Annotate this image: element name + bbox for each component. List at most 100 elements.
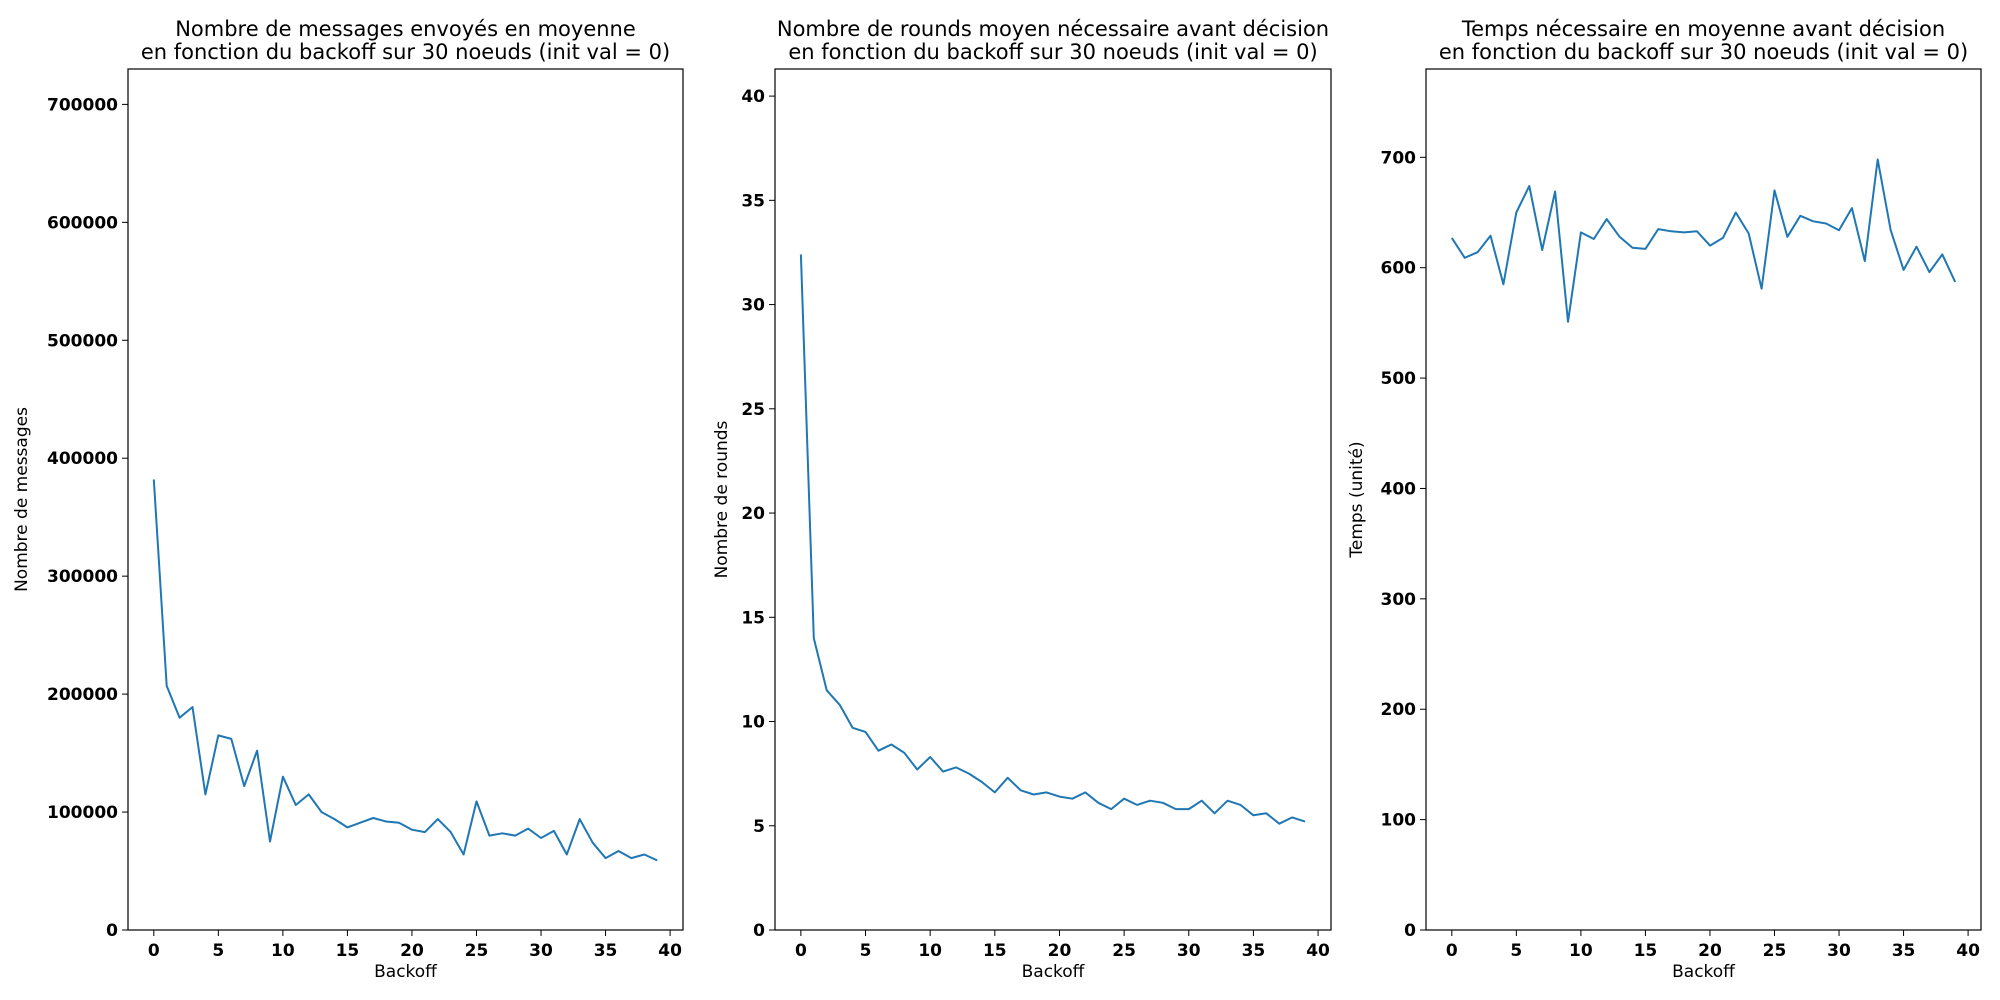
y-tick-label: 600000 (47, 213, 118, 233)
data-point (1593, 238, 1595, 240)
data-point (826, 689, 828, 691)
data-point (1046, 791, 1048, 793)
data-point (656, 859, 658, 861)
y-tick-label: 20 (741, 504, 765, 524)
data-point (605, 857, 607, 859)
y-tick-label: 100 (1381, 811, 1417, 831)
chart-panel-3: Temps nécessaire en moyenne avant décisi… (1347, 17, 1982, 982)
data-point (1799, 215, 1801, 217)
series-line (152, 479, 658, 862)
data-point (592, 842, 594, 844)
data-point (308, 793, 310, 795)
data-point (1580, 231, 1582, 233)
y-tick-label: 30 (741, 296, 765, 316)
y-tick-label: 0 (1404, 921, 1416, 941)
y-tick-label: 25 (741, 400, 765, 420)
data-point (1928, 271, 1930, 273)
chart-title-line: Nombre de messages envoyés en moyenne (175, 17, 636, 41)
y-tick-label: 700000 (47, 95, 118, 115)
y-tick-label: 200000 (47, 685, 118, 705)
x-tick-label: 35 (1892, 941, 1916, 961)
data-point (1188, 808, 1190, 810)
data-point (1175, 808, 1177, 810)
data-point (1265, 812, 1267, 814)
data-point (1877, 159, 1879, 161)
x-tick-label: 40 (1306, 941, 1330, 961)
chart-title-line: en fonction du backoff sur 30 noeuds (in… (788, 40, 1317, 64)
data-point (1502, 283, 1504, 285)
y-tick-label: 700 (1381, 148, 1417, 168)
data-point (1619, 236, 1621, 238)
data-point (852, 727, 854, 729)
data-point (839, 704, 841, 706)
data-point (1033, 793, 1035, 795)
data-point (269, 841, 271, 843)
x-tick-label: 5 (860, 941, 872, 961)
data-point (385, 820, 387, 822)
data-point (463, 854, 465, 856)
data-point (179, 717, 181, 719)
data-point (1515, 212, 1517, 214)
data-point (1007, 777, 1009, 779)
data-point (424, 831, 426, 833)
data-point (1632, 247, 1634, 249)
x-tick-label: 20 (400, 941, 424, 961)
data-point (1954, 281, 1956, 283)
x-tick-label: 15 (1634, 941, 1658, 961)
data-point (1915, 246, 1917, 248)
data-point (1291, 816, 1293, 818)
x-tick-label: 25 (1763, 941, 1787, 961)
y-tick-label: 300 (1381, 590, 1417, 610)
y-axis-label: Nombre de rounds (712, 420, 732, 578)
data-point (579, 818, 581, 820)
chart-panel-1: Nombre de messages envoyés en moyenneen … (12, 17, 684, 982)
data-point (1110, 808, 1112, 810)
data-point (1058, 796, 1060, 798)
y-tick-label: 35 (741, 191, 765, 211)
data-point (527, 828, 529, 830)
data-point (1735, 212, 1737, 214)
plot-frame (1425, 68, 1982, 931)
data-point (617, 850, 619, 852)
x-tick-label: 15 (336, 941, 360, 961)
data-point (243, 785, 245, 787)
x-tick-label: 35 (594, 941, 618, 961)
data-point (1162, 802, 1164, 804)
data-point (1644, 248, 1646, 250)
data-point (1864, 260, 1866, 262)
series-line (799, 254, 1306, 825)
data-point (1773, 189, 1775, 191)
data-point (1541, 249, 1543, 251)
data-point (955, 766, 957, 768)
data-point (877, 750, 879, 752)
data-point (359, 822, 361, 824)
y-tick-label: 5 (753, 817, 765, 837)
data-point (994, 791, 996, 793)
y-tick-label: 600 (1381, 259, 1417, 279)
data-point (1657, 228, 1659, 230)
data-point (1683, 231, 1685, 233)
data-point (450, 831, 452, 833)
data-point (372, 817, 374, 819)
data-point (398, 822, 400, 824)
data-point (1696, 230, 1698, 232)
data-point (1084, 791, 1086, 793)
x-tick-label: 5 (1510, 941, 1522, 961)
chart-title-line: Temps nécessaire en moyenne avant décisi… (1461, 17, 1945, 41)
plot-frame (127, 68, 684, 931)
x-tick-label: 10 (1569, 941, 1593, 961)
x-tick-label: 0 (148, 941, 160, 961)
y-tick-label: 100000 (47, 803, 118, 823)
x-axis-label: Backoff (1022, 962, 1086, 982)
data-point (1097, 802, 1099, 804)
x-tick-label: 40 (658, 941, 682, 961)
y-tick-label: 500 (1381, 369, 1417, 389)
data-point (1490, 235, 1492, 237)
x-tick-label: 25 (465, 941, 489, 961)
data-point (1252, 814, 1254, 816)
data-point (437, 818, 439, 820)
y-tick-label: 10 (741, 713, 765, 733)
data-point (1278, 823, 1280, 825)
data-point (1554, 191, 1556, 193)
data-point (981, 781, 983, 783)
